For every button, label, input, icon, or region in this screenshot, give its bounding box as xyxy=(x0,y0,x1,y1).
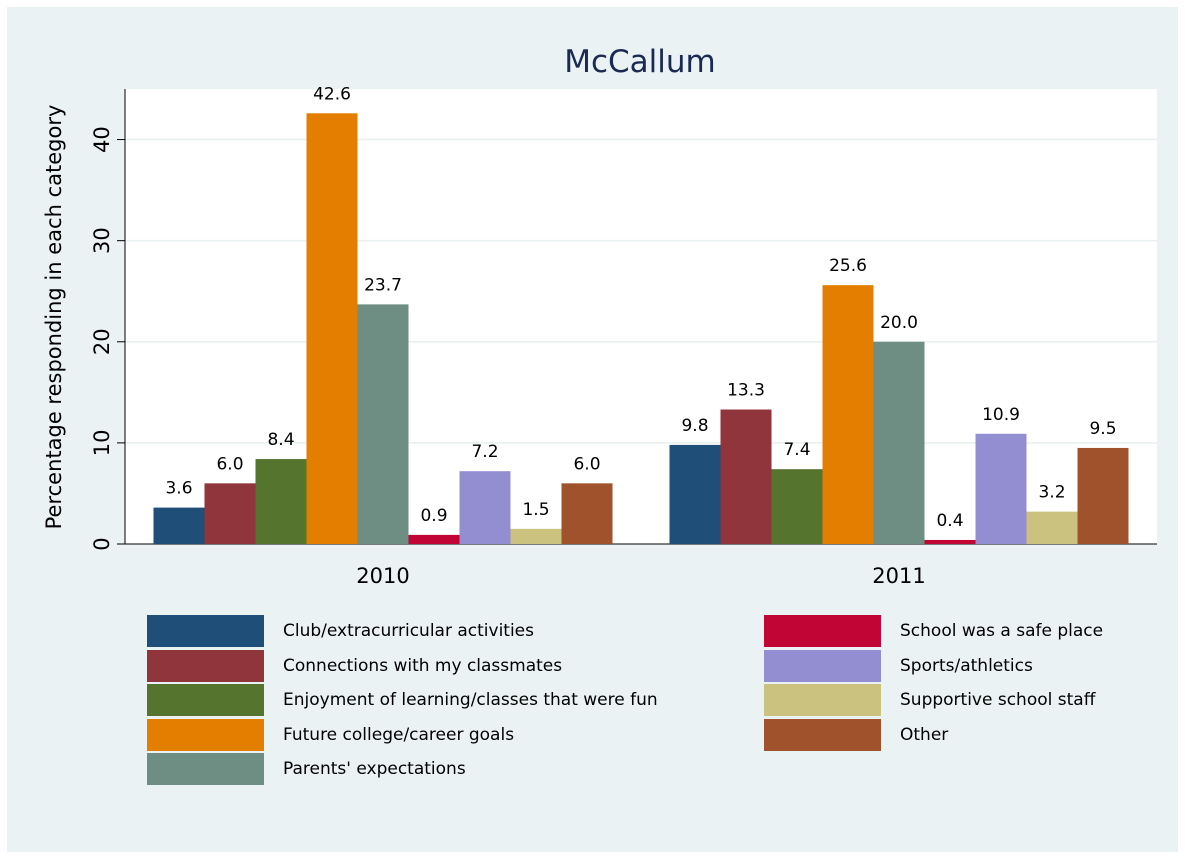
bar-value-label: 23.7 xyxy=(364,275,402,295)
bar-chart: 0 10 20 30 40 McCallum Percentage responding i… xyxy=(42,44,1157,588)
bar-value-label: 20.0 xyxy=(880,313,918,333)
bar-value-label: 3.6 xyxy=(165,479,192,499)
legend-swatch xyxy=(764,684,881,716)
legend-item: School was a safe place xyxy=(764,615,1103,647)
chart-title: McCallum xyxy=(564,44,716,80)
bar xyxy=(408,534,460,544)
legend-label: Sports/athletics xyxy=(900,655,1033,676)
bar xyxy=(822,285,874,544)
bar xyxy=(561,483,613,544)
bar-value-label: 13.3 xyxy=(727,381,765,401)
bar xyxy=(255,459,307,544)
legend-label: Supportive school staff xyxy=(900,690,1096,710)
bar-value-label: 0.4 xyxy=(936,511,963,531)
bar-value-label: 7.4 xyxy=(783,440,810,460)
y-axis-label: Percentage responding in each category xyxy=(42,105,66,530)
legend-label: Club/extracurricular activities xyxy=(283,621,534,641)
x-category-label: 2010 xyxy=(356,564,409,588)
bar-value-label: 1.5 xyxy=(522,500,549,520)
y-tick-label: 0 xyxy=(90,537,114,550)
x-category-label: 2011 xyxy=(872,564,925,588)
legend-label: Other xyxy=(900,724,949,745)
bar xyxy=(204,483,256,544)
bar-value-label: 8.4 xyxy=(267,430,294,450)
bar xyxy=(975,433,1027,544)
legend-swatch xyxy=(147,615,264,647)
legend-swatch xyxy=(147,684,264,716)
legend-swatch xyxy=(147,649,264,682)
bar-value-label: 6.0 xyxy=(573,454,600,474)
bar xyxy=(1026,511,1078,544)
legend-label: Connections with my classmates xyxy=(283,655,563,676)
legend-swatch xyxy=(147,753,264,785)
bar-value-label: 0.9 xyxy=(420,506,447,526)
bar-value-label: 9.8 xyxy=(681,416,708,436)
bar xyxy=(720,409,772,544)
y-tick-label: 40 xyxy=(90,126,114,153)
bar xyxy=(924,539,976,544)
bar xyxy=(1077,447,1129,544)
bar xyxy=(306,113,358,545)
legend-item: Connections with my classmates xyxy=(147,649,563,682)
legend-label: School was a safe place xyxy=(900,621,1104,641)
legend-item: Enjoyment of learning/classes that were … xyxy=(147,684,658,716)
bar xyxy=(153,507,205,544)
legend-item: Other xyxy=(764,718,949,751)
bar xyxy=(669,444,721,544)
bar xyxy=(357,304,409,544)
chart-frame: 0 10 20 30 40 McCallum Percentage responding i… xyxy=(7,7,1178,852)
bar-value-label: 9.5 xyxy=(1089,419,1116,439)
legend-swatch xyxy=(764,615,881,647)
bar-value-label: 25.6 xyxy=(829,256,867,276)
legend-item: Club/extracurricular activities xyxy=(147,615,534,647)
legend-item: Sports/athletics xyxy=(764,649,1033,682)
legend-label: Future college/career goals xyxy=(283,724,515,745)
y-tick-label: 30 xyxy=(90,227,114,254)
bar xyxy=(873,341,925,544)
legend-item: Future college/career goals xyxy=(147,718,515,751)
bar-value-label: 7.2 xyxy=(471,442,498,462)
bar xyxy=(459,471,511,544)
legend-swatch xyxy=(147,718,264,751)
legend-item: Parents' expectations xyxy=(147,753,466,785)
bar-value-label: 3.2 xyxy=(1038,483,1065,503)
legend-item: Supportive school staff xyxy=(764,684,1095,716)
bar-value-label: 6.0 xyxy=(216,454,243,474)
y-tick-label: 10 xyxy=(90,430,114,457)
legend-swatch xyxy=(764,718,881,751)
bar-value-label: 42.6 xyxy=(313,84,351,104)
bar-value-label: 10.9 xyxy=(982,405,1020,425)
bar xyxy=(771,469,823,544)
legend-label: Parents' expectations xyxy=(283,759,466,779)
legend-label: Enjoyment of learning/classes that were … xyxy=(283,690,658,710)
legend-swatch xyxy=(764,649,881,682)
y-tick-label: 20 xyxy=(90,328,114,355)
bar xyxy=(510,528,562,544)
